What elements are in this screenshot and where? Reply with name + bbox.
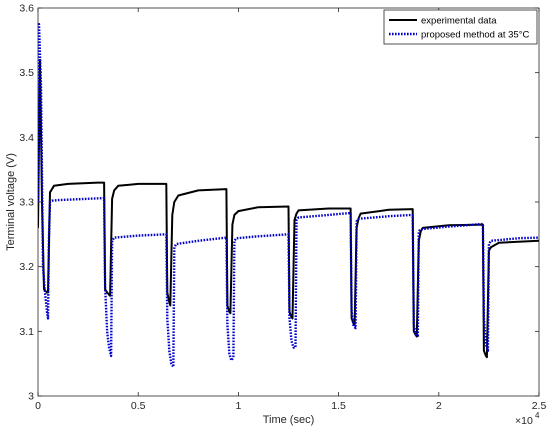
x-axis-label: Time (sec) bbox=[263, 414, 315, 426]
ticks-layer: 0 0.5 1 1.5 2 2.5 3 3.1 3.2 3.3 3.4 3.5 3.6 bbox=[19, 3, 546, 413]
x-tick-label: 2.5 bbox=[532, 400, 547, 412]
plot-frame bbox=[37, 7, 540, 397]
y-tick-label: 3.1 bbox=[19, 326, 34, 338]
y-tick-label: 3.2 bbox=[19, 261, 34, 273]
x-multiplier-base: ×10 bbox=[515, 415, 533, 427]
x-tick-label: 1 bbox=[235, 400, 241, 412]
legend-entry-experimental: experimental data bbox=[421, 16, 497, 27]
x-tick-label: 2 bbox=[436, 400, 442, 412]
series-layer bbox=[38, 23, 539, 369]
legend: experimental data proposed method at 35°… bbox=[383, 9, 538, 45]
y-tick-label: 3.4 bbox=[19, 132, 34, 144]
legend-box bbox=[383, 9, 538, 45]
x-axis-multiplier: ×10 4 bbox=[515, 411, 540, 427]
y-tick-label: 3.3 bbox=[19, 197, 34, 209]
y-tick-label: 3.5 bbox=[19, 67, 34, 79]
plot-area: 0 0.5 1 1.5 2 2.5 3 3.1 3.2 3.3 3.4 3.5 3.6 bbox=[19, 3, 546, 413]
legend-entry-proposed: proposed method at 35°C bbox=[421, 30, 530, 41]
y-tick-label: 3 bbox=[28, 391, 34, 403]
x-multiplier-exponent: 4 bbox=[535, 411, 540, 420]
y-tick-label: 3.6 bbox=[19, 3, 34, 15]
x-tick-label: 1.5 bbox=[331, 400, 346, 412]
y-axis-label: Terminal voltage (V) bbox=[5, 153, 17, 251]
x-tick-label: 0.5 bbox=[131, 400, 146, 412]
series-line-proposed bbox=[38, 23, 539, 369]
x-tick-label: 0 bbox=[35, 400, 41, 412]
